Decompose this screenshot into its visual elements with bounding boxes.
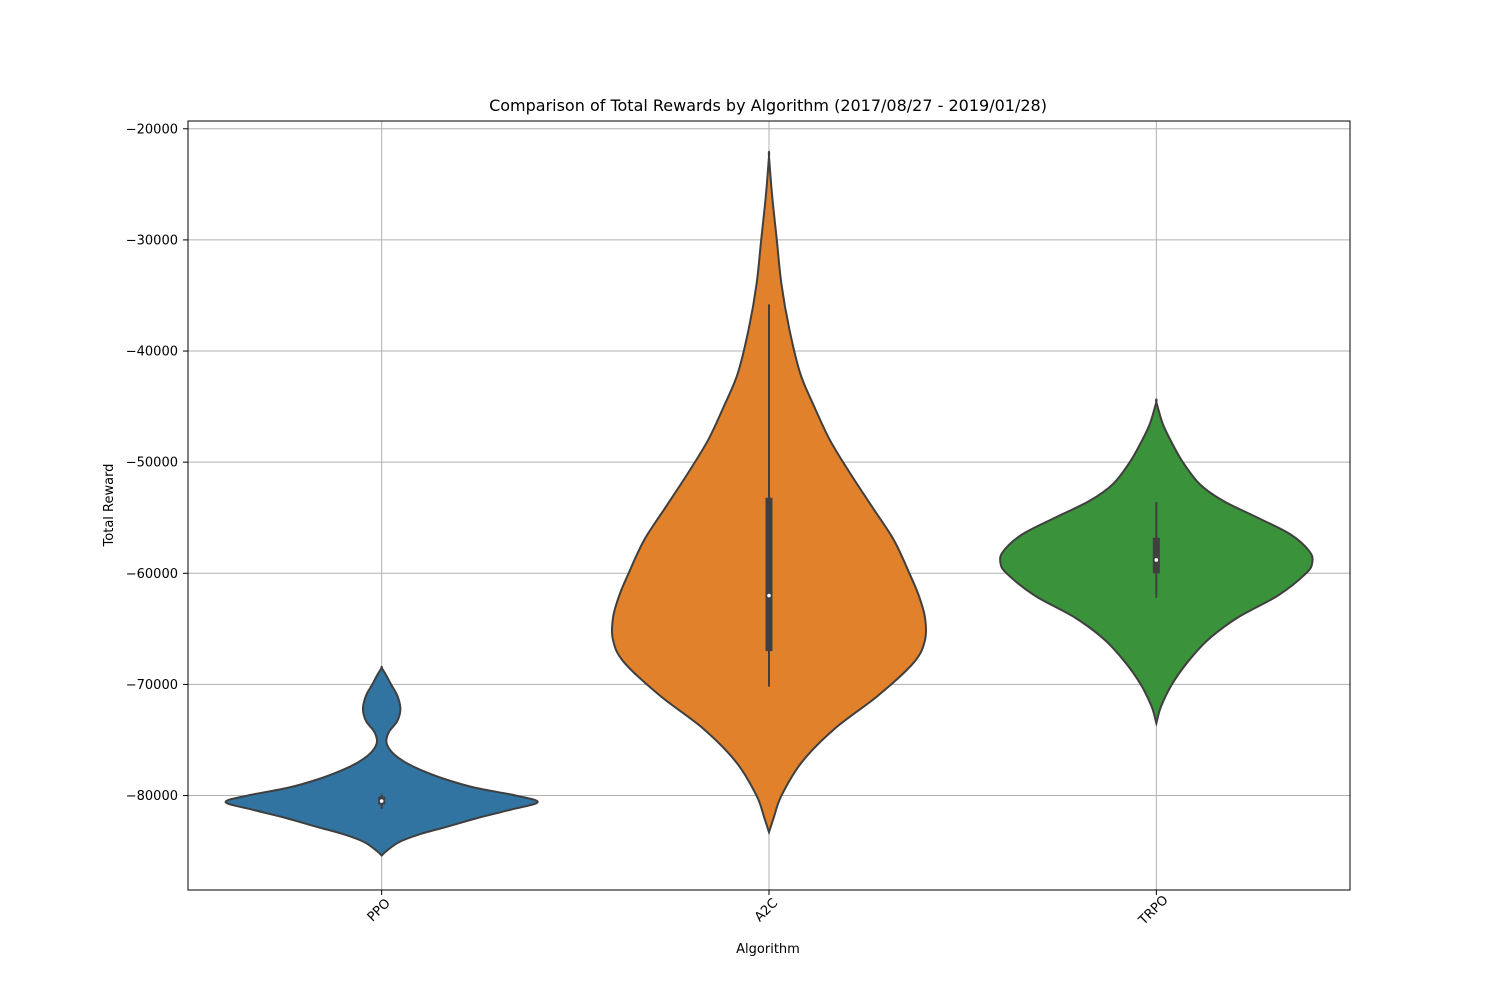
chart-title: Comparison of Total Rewards by Algorithm… — [489, 96, 1047, 115]
y-tick-label: −50000 — [126, 456, 178, 471]
iqr-box — [765, 497, 773, 652]
y-tick-label: −60000 — [126, 567, 178, 582]
violin-body — [224, 665, 539, 857]
x-axis-label: Algorithm — [736, 942, 800, 957]
median-dot — [767, 593, 771, 598]
y-axis-ticks: −80000 −70000 −60000 −50000 −40000 −30000 −200… — [126, 122, 188, 804]
y-axis-label: Total Reward — [102, 464, 117, 548]
violins — [224, 150, 1314, 857]
y-tick-label: −20000 — [126, 122, 178, 137]
violin-trpo — [999, 398, 1314, 728]
y-tick-label: −40000 — [126, 345, 178, 360]
x-tick-label: TRPO — [1135, 893, 1171, 929]
x-tick-label: A2C — [752, 896, 781, 925]
y-tick-label: −70000 — [126, 678, 178, 693]
x-tick-label: PPO — [365, 896, 394, 925]
x-axis-ticks: PPO A2C TRPO — [365, 890, 1172, 929]
median-dot — [1154, 558, 1159, 562]
violin-a2c — [610, 150, 928, 836]
violin-ppo — [224, 665, 539, 857]
y-tick-label: −80000 — [126, 789, 178, 804]
iqr-box — [1152, 537, 1160, 574]
median-dot — [379, 799, 384, 803]
y-tick-label: −30000 — [126, 233, 178, 248]
